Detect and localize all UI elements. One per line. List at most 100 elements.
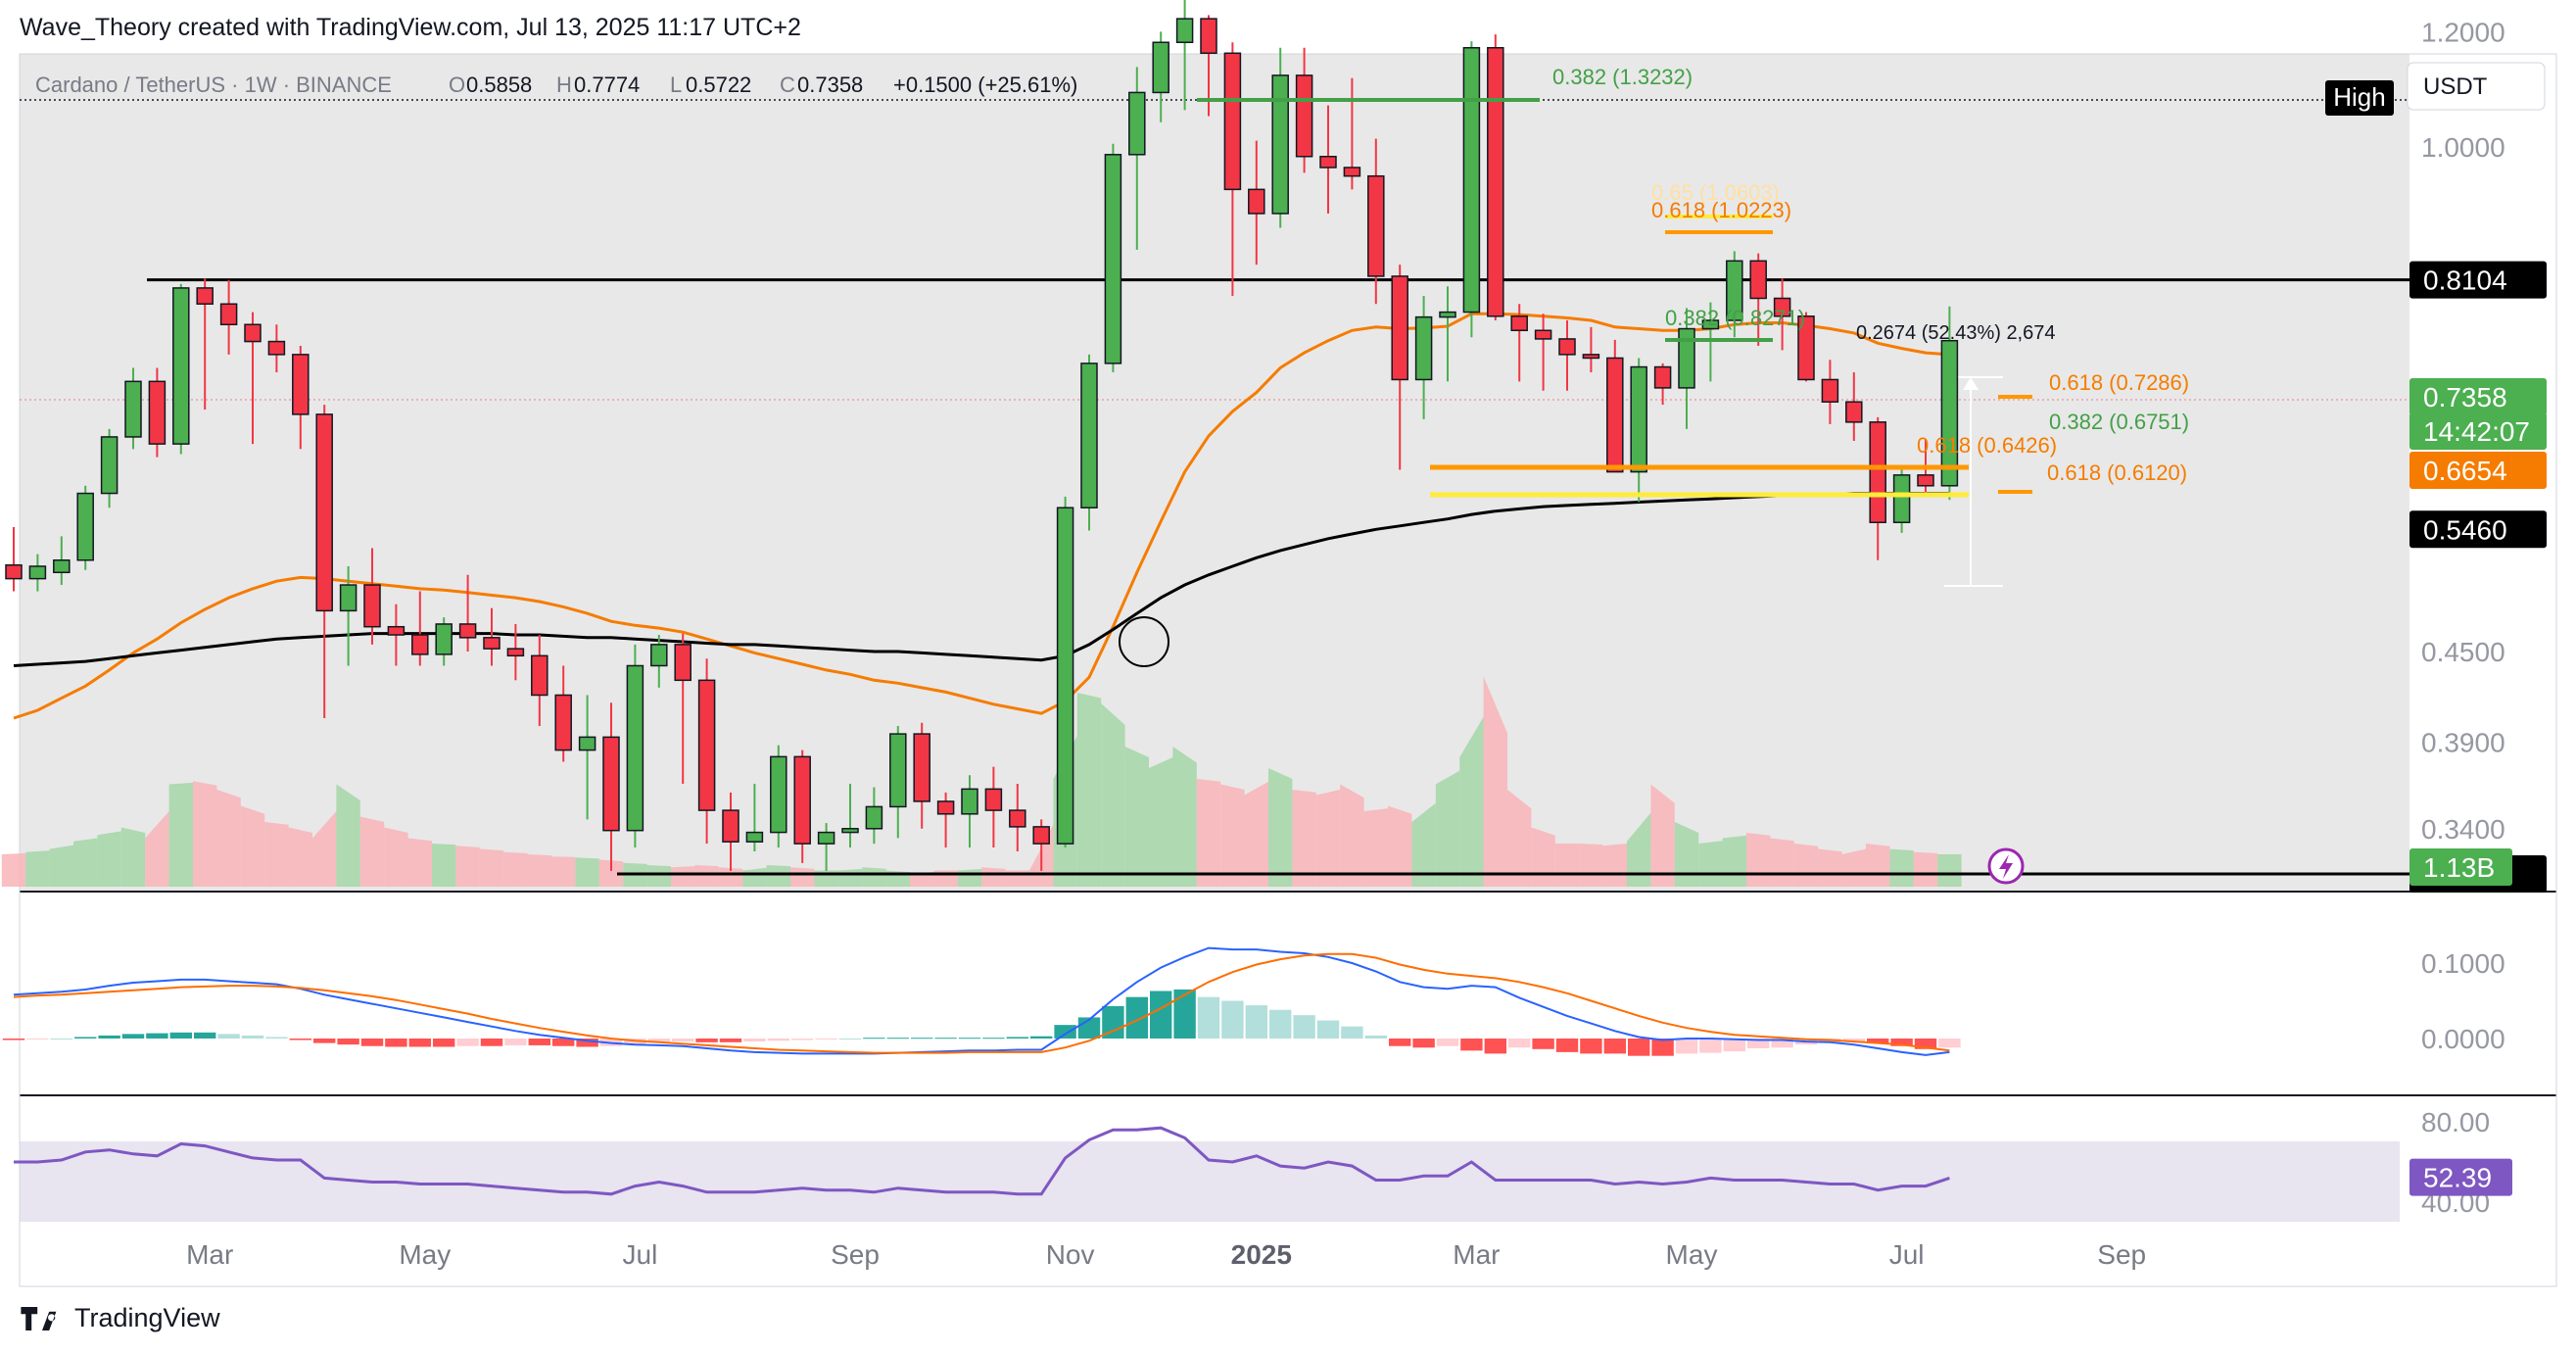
volume-bar [168, 782, 193, 887]
lightning-icon[interactable] [1987, 847, 2025, 885]
macd-tick-label: 0.0000 [2421, 1024, 2505, 1054]
price-tick-label: 0.3400 [2421, 814, 2505, 845]
macd-histogram-bar [169, 1032, 192, 1039]
volume-bar [1531, 827, 1555, 887]
candle-body [100, 436, 119, 495]
macd-histogram-bar [26, 1039, 49, 1040]
currency-button[interactable] [2407, 62, 2546, 111]
macd-histogram-bar [1675, 1039, 1698, 1054]
volume-bar [312, 811, 337, 887]
last-price-badge-label: 0.7358 [2423, 382, 2507, 412]
macd-histogram-bar [1890, 1039, 1913, 1046]
signal-line [13, 952, 1950, 1054]
volume-bar [694, 865, 719, 887]
volume-bar [671, 866, 695, 887]
macd-histogram-bar [74, 1037, 97, 1039]
volume-bar [1866, 844, 1890, 887]
macd-histogram-bar [911, 1038, 933, 1040]
candle-body [626, 664, 644, 832]
candle-body [1678, 327, 1695, 389]
macd-histogram-bar [98, 1035, 120, 1039]
volume-bar [1172, 747, 1197, 887]
candle-body [172, 287, 190, 445]
candle-body [1845, 401, 1863, 423]
macd-histogram-bar [958, 1038, 981, 1040]
candle-body [1009, 809, 1026, 828]
volume-bar [1698, 841, 1723, 887]
crossover-circle [1119, 616, 1169, 667]
legend-c-label: C [780, 73, 795, 97]
currency-label: USDT [2423, 73, 2488, 100]
chart-frame [19, 53, 2557, 1287]
volume-bar [1076, 693, 1102, 887]
candle-body [196, 287, 214, 305]
volume-bar [1913, 851, 1938, 887]
macd-histogram-bar [838, 1039, 862, 1040]
candle-body [124, 380, 142, 438]
volume-bar [503, 851, 528, 887]
legend-symbol[interactable]: Cardano / TetherUS · 1W · BINANCE [35, 73, 392, 97]
volume-bar [49, 845, 73, 887]
macd-histogram-bar [1030, 1036, 1053, 1039]
volume-bar [1101, 703, 1125, 887]
candle-body [458, 623, 477, 639]
fib-0618-upper-label: 0.618 (1.0223) [1651, 198, 1791, 222]
volume-bar [742, 867, 767, 887]
macd-histogram-bar [767, 1039, 789, 1041]
tradingview-logo[interactable]: TradingView [20, 1303, 220, 1333]
legend-o-label: O [449, 73, 465, 97]
levels-layer [147, 278, 2409, 876]
volume-bar [1315, 790, 1341, 887]
macd-histogram-bar [863, 1038, 885, 1040]
candle-body [1248, 188, 1265, 215]
volume-bar [193, 781, 217, 887]
macd-histogram-bar [385, 1039, 407, 1047]
macd-histogram-bar [1364, 1035, 1387, 1039]
macd-histogram-bar [194, 1032, 216, 1039]
macd-histogram-bar [456, 1039, 479, 1046]
candle-body [1175, 18, 1194, 44]
macd-histogram-bar [1580, 1039, 1602, 1054]
macd-histogram-bar [576, 1039, 598, 1047]
macd-histogram-bar [1006, 1037, 1028, 1039]
volume-bar [384, 827, 408, 887]
volume-bar [1244, 781, 1268, 887]
macd-histogram-bar [552, 1039, 575, 1046]
macd-histogram-bar [1555, 1039, 1579, 1052]
macd-histogram-bar [1867, 1039, 1889, 1043]
candle-body [219, 303, 238, 326]
candle-body [650, 644, 668, 667]
candle-body [1295, 74, 1313, 158]
time-axis-label: Sep [2097, 1239, 2146, 1270]
volume-bar [1459, 716, 1484, 887]
legend-high: 0.7774 [574, 73, 640, 97]
macd-histogram-bar [1173, 989, 1196, 1039]
candle-body [1582, 354, 1600, 360]
macd-histogram-bar [1341, 1026, 1363, 1039]
macd-histogram-bar [1484, 1039, 1506, 1054]
volume-bar [1746, 833, 1771, 887]
macd-histogram-bar [1914, 1039, 1937, 1049]
volume-bar [957, 868, 982, 887]
macd-histogram-bar [1269, 1009, 1292, 1039]
legend-close: 0.7358 [797, 73, 863, 97]
candle-body [913, 733, 930, 802]
macd-histogram-bar [815, 1039, 837, 1040]
volume-bar [527, 854, 551, 887]
macd-histogram-bar [1460, 1039, 1483, 1051]
high-button[interactable] [2325, 80, 2394, 116]
macd-histogram-bar [313, 1039, 336, 1043]
volume-bar [1579, 844, 1603, 887]
ema-value-badge-label: 0.6654 [2423, 456, 2507, 486]
macd-histogram-bar [360, 1039, 384, 1046]
time-axis-label: May [1666, 1239, 1718, 1270]
macd-histogram-bar [480, 1039, 503, 1046]
volume-value-badge [2409, 848, 2512, 886]
macd-histogram-bar [672, 1039, 694, 1042]
macd-histogram-bar [1293, 1015, 1315, 1039]
candle-body [244, 323, 262, 343]
measure-label: 0.2674 (52.43%) 2,674 [1856, 322, 2056, 344]
candle-body [506, 648, 525, 657]
candle-body [817, 831, 835, 845]
